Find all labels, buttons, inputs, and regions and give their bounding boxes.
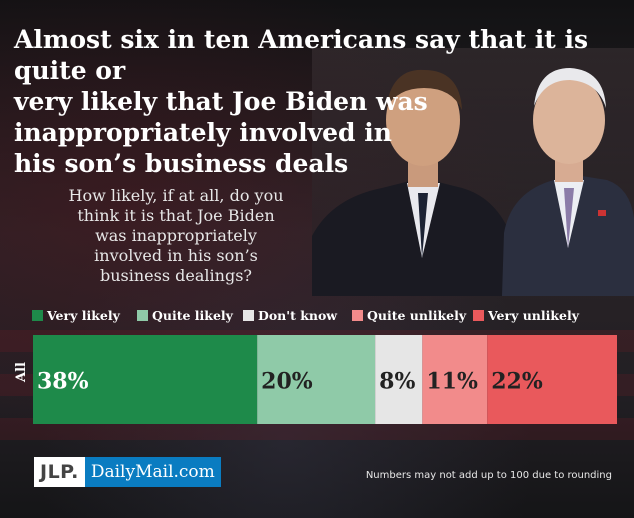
rounding-note: Numbers may not add up to 100 due to rou… xyxy=(365,470,612,481)
data-label: 20% xyxy=(261,369,313,395)
legend-item: Very unlikely xyxy=(473,308,579,323)
legend: Very likely Quite likely Don't know Quit… xyxy=(10,308,630,328)
legend-swatch xyxy=(137,310,148,321)
jlp-logo: JLP. xyxy=(34,457,85,487)
legend-label: Quite unlikely xyxy=(367,308,467,323)
legend-swatch xyxy=(352,310,363,321)
legend-item: Very likely xyxy=(32,308,120,323)
bar-segment xyxy=(33,335,258,424)
bar-segment xyxy=(257,335,376,424)
photo xyxy=(312,48,634,296)
survey-question: How likely, if at all, do you think it i… xyxy=(68,186,284,285)
legend-label: Very likely xyxy=(47,308,120,323)
data-label: 8% xyxy=(379,369,415,395)
legend-label: Very unlikely xyxy=(488,308,580,323)
legend-swatch xyxy=(243,310,254,321)
legend-swatch xyxy=(473,310,484,321)
legend-label: Quite likely xyxy=(152,308,233,323)
publisher-logo: JLP. DailyMail.com xyxy=(34,457,221,487)
data-label: 22% xyxy=(491,369,543,395)
data-label: 11% xyxy=(426,369,478,395)
legend-label: Don't know xyxy=(258,308,338,323)
headline: Almost six in ten Americans say that it … xyxy=(14,25,589,178)
dailymail-logo: DailyMail.com xyxy=(84,457,221,487)
legend-item: Don't know xyxy=(243,308,337,323)
data-label: 38% xyxy=(37,369,89,395)
legend-swatch xyxy=(32,310,43,321)
legend-item: Quite likely xyxy=(137,308,233,323)
bar-segment xyxy=(375,335,423,424)
bar-segment xyxy=(422,335,488,424)
legend-item: Quite unlikely xyxy=(352,308,466,323)
bar-segment xyxy=(487,335,617,424)
